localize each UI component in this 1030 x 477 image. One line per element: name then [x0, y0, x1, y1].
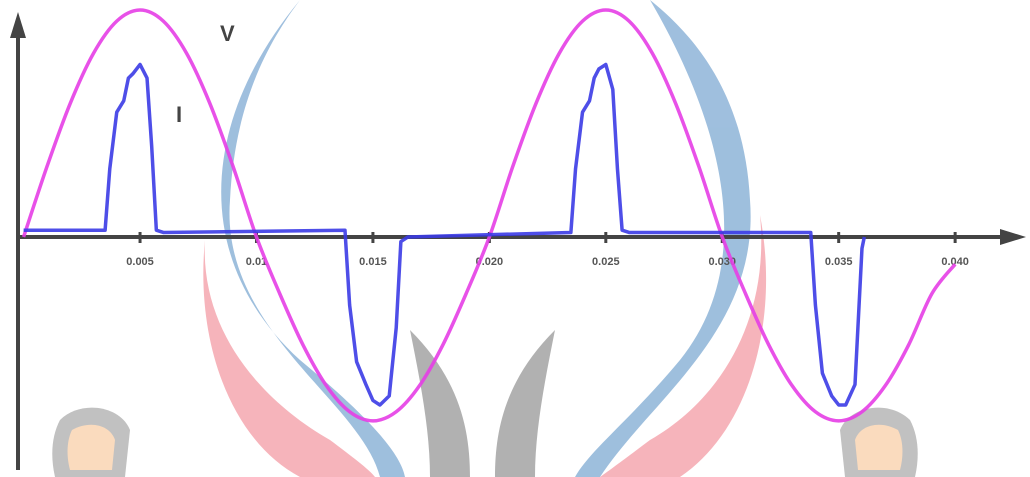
annotation: V [220, 21, 235, 46]
x-axis-arrow [1000, 229, 1026, 245]
chart: V I 0.0050.010.0150.0200.0250.0300.0350.… [0, 0, 1030, 477]
series-line [24, 10, 956, 421]
x-tick-label: 0.025 [592, 256, 620, 268]
y-axis-arrow [10, 12, 26, 38]
x-tick-label: 0.035 [825, 256, 853, 268]
x-tick-label: 0.005 [126, 256, 154, 268]
page: {"chart_data": {"type": "line", "annotat… [0, 0, 1030, 477]
annotation: I [176, 102, 182, 127]
x-tick-label: 0.015 [359, 256, 387, 268]
